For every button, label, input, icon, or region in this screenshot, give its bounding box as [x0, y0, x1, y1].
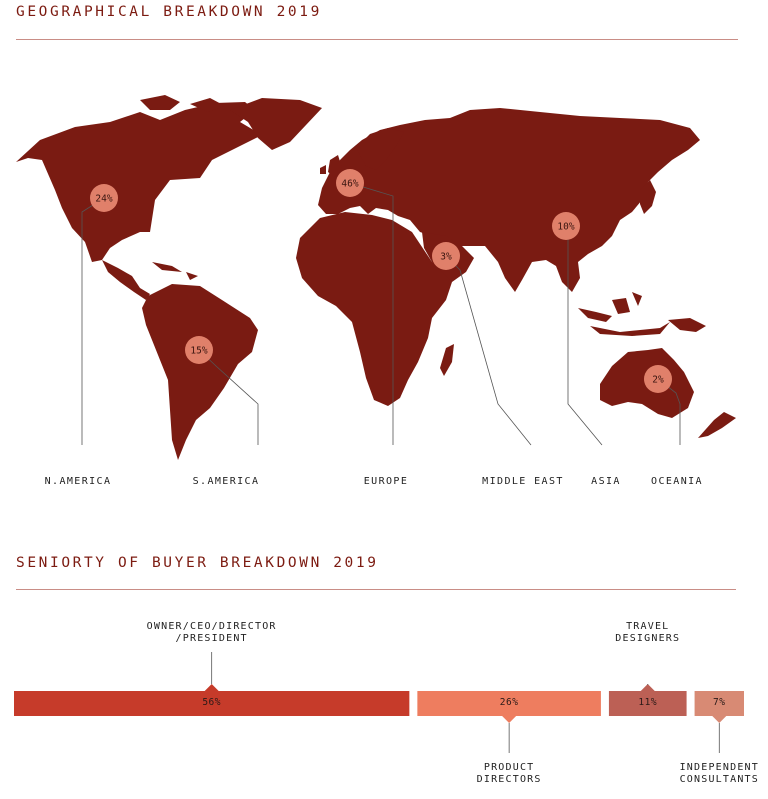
bar-label-line: OWNER/CEO/DIRECTOR: [146, 621, 277, 632]
bar-value-owner-ceo-director-president: 56%: [202, 697, 222, 708]
north-america-shape: [16, 102, 262, 262]
bar-pointer-independent-consultants: [712, 716, 727, 723]
map-title-divider: [16, 39, 738, 40]
greenland-shape: [230, 98, 322, 150]
bar-pointer-product-directors: [502, 716, 517, 723]
bubble-europe: [336, 169, 364, 197]
bar-label-independent-consultants: INDEPENDENT CONSULTANTS: [680, 762, 759, 786]
seniority-section-title: SENIORTY OF BUYER BREAKDOWN 2019: [16, 555, 379, 571]
south-america-shape: [142, 284, 258, 460]
bar-label-line: DESIGNERS: [615, 633, 681, 644]
bar-segment-product-directors: [417, 691, 601, 716]
africa-shape: [296, 212, 452, 406]
bubble-value-s-america: 15%: [190, 346, 207, 357]
region-label-europe: EUROPE: [363, 476, 409, 487]
seniority-bar-chart: [14, 652, 744, 753]
region-label-s-america: S.AMERICA: [192, 476, 260, 487]
bar-label-owner-ceo-director-president: OWNER/CEO/DIRECTOR/PRESIDENT: [147, 621, 277, 645]
bar-pointer-travel-designers: [640, 684, 655, 691]
bubble-s-america: [185, 336, 213, 364]
bar-segment-independent-consultants: [694, 691, 744, 716]
se-asia-islands-shape: [578, 292, 706, 336]
seniority-title-divider: [16, 589, 736, 590]
region-label-asia: ASIA: [591, 476, 621, 487]
bubble-middle-east: [432, 242, 460, 270]
bubble-value-middle-east: 3%: [440, 252, 452, 263]
bubble-value-europe: 46%: [341, 179, 358, 190]
bubble-value-oceania: 2%: [652, 375, 664, 386]
bar-value-product-directors: 26%: [499, 697, 519, 708]
region-label-n-america: N.AMERICA: [44, 476, 112, 487]
bar-segment-owner-ceo-director-president: [14, 691, 410, 716]
region-label-middle-east: MIDDLE EAST: [482, 476, 564, 487]
continents: [16, 95, 736, 460]
bar-label-line: TRAVEL: [626, 621, 670, 632]
caribbean-shape: [152, 262, 198, 280]
bubble-n-america: [90, 184, 118, 212]
bubble-asia: [552, 212, 580, 240]
bar-label-line: INDEPENDENT: [679, 762, 759, 773]
leader-line-europe: [349, 182, 394, 445]
world-map: 24% 15% 46% 3% 10% 2%: [16, 95, 736, 460]
bar-label-line: /PRESIDENT: [175, 633, 248, 644]
bubble-value-n-america: 24%: [95, 194, 112, 205]
map-section-title: GEOGRAPHICAL BREAKDOWN 2019: [16, 4, 322, 20]
bar-label-product-directors: PRODUCT DIRECTORS: [477, 762, 542, 786]
region-label-oceania: OCEANIA: [651, 476, 703, 487]
bar-label-line: CONSULTANTS: [679, 774, 759, 785]
arctic-islands-shape: [140, 95, 225, 112]
madagascar-shape: [440, 344, 454, 376]
scandinavia-shape: [356, 128, 404, 170]
bar-value-travel-designers: 11%: [638, 697, 658, 708]
central-america-shape: [102, 260, 150, 300]
bar-value-independent-consultants: 7%: [713, 697, 726, 708]
bubble-value-asia: 10%: [557, 222, 574, 233]
british-isles-shape: [320, 155, 342, 178]
bar-pointer-owner-ceo-director-president: [204, 684, 219, 691]
new-zealand-shape: [698, 412, 736, 438]
bubble-oceania: [644, 365, 672, 393]
value-bubbles: 24% 15% 46% 3% 10% 2%: [90, 169, 672, 393]
bar-segment-travel-designers: [608, 691, 687, 716]
bar-label-travel-designers: TRAVEL DESIGNERS: [615, 621, 680, 645]
eurasia-shape: [318, 108, 700, 292]
bar-label-line: PRODUCT: [483, 762, 535, 773]
japan-shape: [640, 180, 656, 214]
bar-label-line: DIRECTORS: [476, 774, 542, 785]
